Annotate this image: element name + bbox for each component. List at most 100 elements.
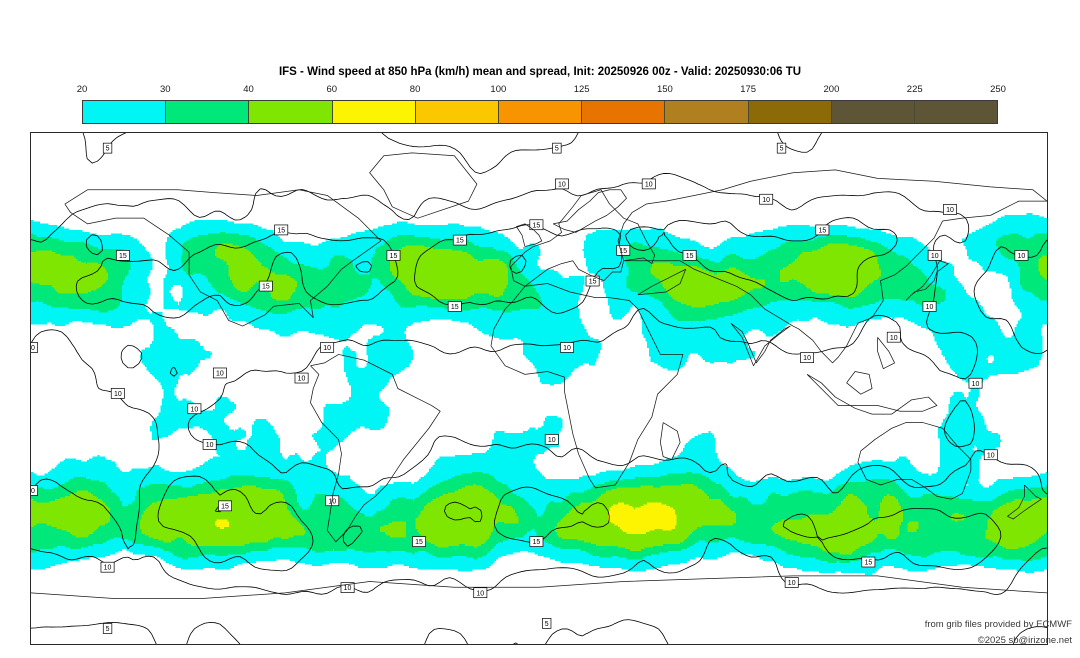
coastline-path <box>552 189 627 233</box>
contour-label-text: 15 <box>533 222 541 229</box>
contour-label-text: 10 <box>946 207 954 214</box>
field-band <box>31 213 1047 575</box>
colorbar-tick: 40 <box>243 84 254 95</box>
contour-line <box>31 133 1047 644</box>
contour-label-text: 5 <box>106 146 110 153</box>
contour-label-text: 10 <box>31 488 35 495</box>
contour-label-text: 15 <box>456 238 464 245</box>
contour-label-text: 10 <box>972 381 980 388</box>
contour-label-box <box>815 224 830 236</box>
contour-label-text: 10 <box>323 345 331 352</box>
coastline-path <box>806 374 938 415</box>
contour-label-box <box>529 219 544 231</box>
coastline-path <box>490 283 684 489</box>
contour-label-text: 10 <box>31 345 35 352</box>
contour-line <box>75 217 1002 572</box>
contour-labels: 15 10 10 10 15 10 10 10 10 5 10 15 15 10 15 10 15 15 10 10 1… <box>31 142 1029 634</box>
contour-label-box <box>320 342 335 353</box>
contour-label-box <box>560 342 574 353</box>
contour-label-text: 10 <box>1018 253 1026 260</box>
contour-label-text: 10 <box>216 371 224 378</box>
contour-label-box <box>294 372 309 384</box>
field-band <box>214 502 677 534</box>
colorbar-tick: 80 <box>409 84 421 95</box>
contour-label-text: 15 <box>277 228 285 235</box>
contour-label-box <box>473 587 488 599</box>
contour-label-text: 10 <box>645 181 653 188</box>
contour-label-box <box>447 301 462 312</box>
contour-label-text: 10 <box>926 304 934 311</box>
contour-label-text: 15 <box>818 228 826 235</box>
contour-label-text: 10 <box>890 335 898 342</box>
colorbar-tick: 30 <box>159 84 171 95</box>
contour-label-box <box>102 142 113 154</box>
contour-label-box <box>529 536 544 547</box>
contour-label-box <box>922 301 937 312</box>
coastline-path <box>877 337 895 370</box>
contour-label-text: 10 <box>190 406 198 413</box>
contour-label-text: 5 <box>106 626 110 633</box>
colorbar-band <box>83 101 167 123</box>
contour-label-box <box>682 250 697 261</box>
contour-label-box <box>202 439 217 450</box>
contour-label-box <box>340 582 355 593</box>
colorbar-tick: 200 <box>823 84 840 95</box>
coastline-path <box>857 422 972 500</box>
coastline-path <box>310 354 441 543</box>
contour-label-box <box>927 250 942 261</box>
contour-label-text: 15 <box>864 560 872 567</box>
colorbar-band <box>249 101 333 123</box>
colorbar-tick: 250 <box>990 84 1006 95</box>
contour-label-box <box>943 204 957 215</box>
colorbar-band <box>831 101 915 123</box>
field-band <box>31 231 1047 563</box>
contour-label-text: 15 <box>451 304 459 311</box>
contour-label-text: 10 <box>762 197 770 204</box>
contour-label-text: 10 <box>298 376 306 383</box>
coastline-path <box>846 371 873 395</box>
contour-label-box <box>552 142 562 154</box>
spread-contours <box>31 133 1047 644</box>
contour-label-text: 15 <box>533 539 541 546</box>
coastline-path <box>637 268 687 296</box>
coastlines <box>31 152 1047 599</box>
contour-label-text: 5 <box>780 146 784 153</box>
contour-label-box <box>800 352 815 363</box>
contour-label-text: 15 <box>415 539 423 546</box>
contour-label-text: 10 <box>114 391 122 398</box>
contour-label-text: 5 <box>545 621 549 628</box>
coastline-path <box>730 322 791 367</box>
coastline-path <box>64 189 382 327</box>
contour-label-text: 15 <box>221 503 229 510</box>
contour-label-box <box>452 234 467 246</box>
contour-label-box <box>886 331 901 343</box>
contour-label-text: 10 <box>931 253 939 260</box>
contour-label-box <box>31 485 38 496</box>
colorbar-band <box>498 101 583 123</box>
coastline-path <box>516 223 543 247</box>
coastline-path <box>617 169 1047 364</box>
colorbar-band <box>332 101 416 123</box>
colorbar-band <box>665 101 749 123</box>
contour-label-box <box>759 193 774 205</box>
colorbar-tick: 125 <box>573 84 590 95</box>
contour-label-box <box>274 224 289 236</box>
contour-label-box <box>641 178 656 190</box>
contour-label-text: 10 <box>558 181 566 188</box>
contour-label-text: 10 <box>328 498 336 505</box>
colorbar-band <box>582 101 666 123</box>
colorbar-tick: 225 <box>906 84 923 95</box>
colorbar-band <box>415 101 499 123</box>
contour-label-text: 10 <box>788 580 796 587</box>
contour-label-box <box>218 500 232 512</box>
colorbar-band <box>748 101 832 123</box>
contour-label-box <box>776 142 787 154</box>
contour-label-box <box>212 367 227 379</box>
contour-label-text: 10 <box>206 442 214 449</box>
colorbar-tick: 60 <box>326 84 338 95</box>
map-frame[interactable]: 15 10 10 10 15 10 10 10 10 5 10 15 15 10 15 10 15 15 10 10 1… <box>30 132 1048 645</box>
contour-label-box <box>412 536 426 547</box>
contour-label-text: 10 <box>563 345 571 352</box>
contour-label-text: 15 <box>589 279 597 286</box>
